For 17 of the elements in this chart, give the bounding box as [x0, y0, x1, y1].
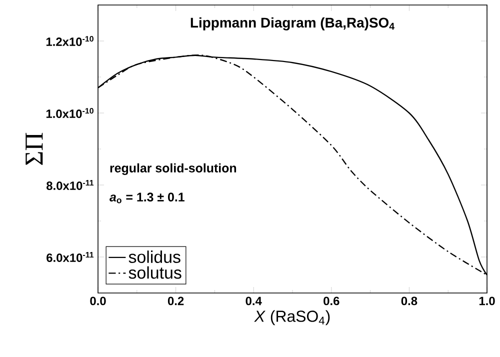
text: Lippmann Diagram (Ba,Ra)SO$_{4}$: [190, 17, 394, 30]
x-tick-label: 0.0: [90, 296, 106, 306]
x-tick-label: 0.8: [401, 296, 418, 306]
x-tick-label: 1.0: [479, 296, 495, 306]
x-axis-title: X (RaSO$_{4}$): [254, 310, 330, 326]
legend-label: solutus: [128, 266, 182, 279]
y-tick-label: 1.2x10$^{-10}$: [46, 36, 94, 46]
annotation: regular solid-solution: [110, 163, 236, 175]
x-tick-label: 0.2: [168, 296, 184, 306]
x-tick-label: 0.4: [246, 296, 262, 306]
annotation: a$_{o}$ = 1.3 ± 0.1: [110, 192, 184, 204]
y-axis-title: ΣΠ: [26, 132, 43, 165]
y-tick-label: 8.0x10$^{-11}$: [46, 180, 94, 190]
y-tick-label: 6.0x10$^{-11}$: [46, 252, 94, 262]
legend-label: solidus: [128, 250, 180, 263]
x-tick-label: 0.6: [324, 296, 340, 306]
y-tick-label: 1.0x10$^{-10}$: [46, 108, 94, 118]
